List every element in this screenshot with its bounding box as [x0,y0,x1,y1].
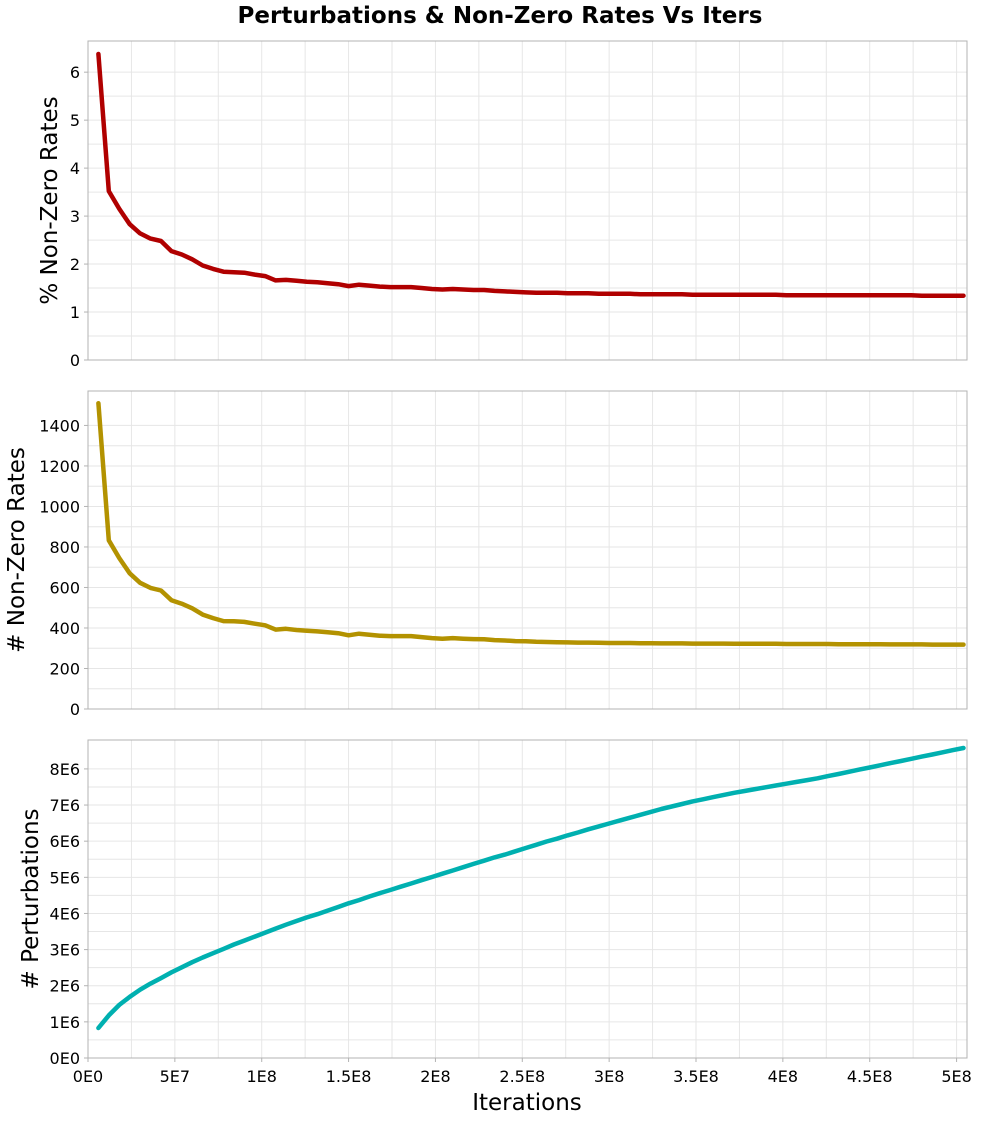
y-tick-label: 7E6 [50,796,80,815]
y-tick-label: 4E6 [50,904,80,923]
y-tick-label: 1200 [39,457,80,476]
y-axis-label: # Non-Zero Rates [4,447,30,653]
y-tick-label: 5 [70,111,80,130]
y-tick-label: 1400 [39,416,80,435]
y-tick-label: 600 [49,578,80,597]
x-tick-label: 2.5E8 [499,1067,545,1086]
y-ticks: 0 200 400 600 800 1000 1200 1400 [39,416,88,719]
series-line-perturbations [96,745,966,1031]
panel-perturbations: 0E0 1E6 2E6 3E6 4E6 5E6 6E6 7E6 8E6 # Perturbati… [18,739,968,1068]
y-tick-label: 2 [70,255,80,274]
series-line-percent-nonzero-rates [96,51,966,298]
y-tick-label: 3E6 [50,941,80,960]
x-tick-label: 4E8 [768,1067,798,1086]
y-tick-label: 400 [49,619,80,638]
y-tick-label: 5E6 [50,868,80,887]
x-tick-label: 5E7 [160,1067,190,1086]
x-tick-label: 5E8 [941,1067,971,1086]
x-tick-label: 1.5E8 [326,1067,372,1086]
y-tick-label: 1000 [39,497,80,516]
grid-layer [88,41,967,360]
y-ticks: 0 1 2 3 4 5 6 [70,63,88,370]
chart-title: Perturbations & Non-Zero Rates Vs Iters [238,3,763,29]
series-line-count-nonzero-rates [96,400,966,647]
y-tick-label: 800 [49,538,80,557]
y-tick-label: 6 [70,63,80,82]
y-tick-label: 1 [70,303,80,322]
panel-percent-nonzero-rates: 0 1 2 3 4 5 6 % Non-Zero Rates [37,40,968,370]
x-tick-label: 2E8 [420,1067,450,1086]
y-axis-label: % Non-Zero Rates [37,96,63,304]
grid-layer [88,740,967,1058]
x-axis-label: Iterations [472,1090,582,1116]
x-ticks: 0E0 5E7 1E8 1.5E8 2E8 2.5E8 3E8 3.5E8 4E8 4.5E8 5E… [73,1058,972,1086]
y-tick-label: 0 [70,351,80,370]
x-tick-label: 3E8 [594,1067,624,1086]
y-tick-label: 6E6 [50,832,80,851]
y-tick-label: 200 [49,659,80,678]
y-tick-label: 4 [70,159,80,178]
grid-layer [88,391,967,709]
y-tick-label: 2E6 [50,977,80,996]
y-ticks: 0E0 1E6 2E6 3E6 4E6 5E6 6E6 7E6 8E6 [50,760,88,1068]
plot-frame [87,390,968,710]
x-tick-label: 4.5E8 [847,1067,893,1086]
plot-frame [87,40,968,361]
y-tick-label: 3 [70,207,80,226]
y-tick-label: 0E0 [50,1049,80,1068]
y-tick-label: 0 [70,700,80,719]
plot-frame [87,739,968,1059]
y-tick-label: 1E6 [50,1013,80,1032]
x-tick-label: 1E8 [246,1067,276,1086]
y-axis-label: # Perturbations [18,808,44,989]
panel-count-nonzero-rates: 0 200 400 600 800 1000 1200 1400 # Non-Zero Rat… [4,390,968,719]
x-tick-label: 3.5E8 [673,1067,719,1086]
y-tick-label: 8E6 [50,760,80,779]
x-tick-label: 0E0 [73,1067,103,1086]
